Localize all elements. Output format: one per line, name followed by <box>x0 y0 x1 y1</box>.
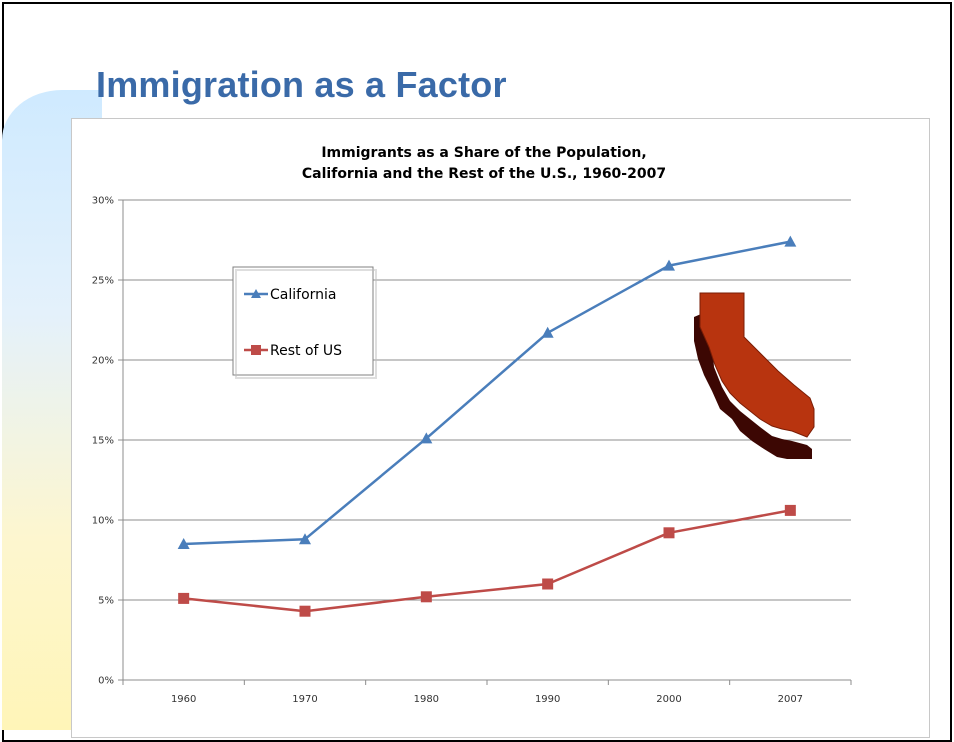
x-tick-label: 2007 <box>778 694 803 705</box>
chart-title-line-2: California and the Rest of the U.S., 196… <box>302 166 666 182</box>
data-point-california <box>299 533 311 545</box>
x-tick-label: 1980 <box>414 694 439 705</box>
chart-panel: Immigrants as a Share of the Population,… <box>71 118 930 738</box>
chart-legend: California Rest of US <box>232 266 377 379</box>
data-point-california <box>541 326 554 338</box>
x-tick-label: 1960 <box>171 694 196 705</box>
legend-label-california: California <box>270 287 336 303</box>
data-point-california <box>784 235 797 247</box>
data-point-rest-of-us <box>420 591 432 603</box>
y-tick-label: 0% <box>98 676 114 687</box>
data-point-rest-of-us <box>299 605 311 617</box>
data-point-rest-of-us <box>542 578 554 590</box>
line-chart: Immigrants as a Share of the Population,… <box>92 145 852 705</box>
data-point-california <box>420 432 433 444</box>
slide-title: Immigration as a Factor <box>96 64 507 105</box>
x-tick-label: 1970 <box>292 694 317 705</box>
series-line-california <box>183 240 791 546</box>
y-tick-label: 10% <box>92 516 114 527</box>
x-tick-label: 1990 <box>535 694 560 705</box>
y-tick-label: 15% <box>92 436 114 447</box>
legend-label-rest-of-us: Rest of US <box>270 343 342 359</box>
y-tick-label: 30% <box>92 196 114 207</box>
data-point-rest-of-us <box>663 527 675 539</box>
y-tick-label: 5% <box>98 596 114 607</box>
y-tick-label: 20% <box>92 356 114 367</box>
chart-title-line-1: Immigrants as a Share of the Population, <box>321 145 646 161</box>
data-point-california <box>663 259 675 271</box>
data-point-california <box>177 538 190 549</box>
x-tick-label: 2000 <box>656 694 681 705</box>
axes: 0% 5% 10% 15% 20% 25% 30% 1960 1970 1980 1990 2000 2… <box>92 196 852 705</box>
legend-marker-california <box>251 289 261 298</box>
y-tick-label: 25% <box>92 276 114 287</box>
legend-marker-rest-of-us <box>251 345 261 355</box>
california-map-icon <box>694 292 815 459</box>
series-group <box>177 235 797 617</box>
series-line-rest-of-us <box>183 509 791 613</box>
data-point-rest-of-us <box>178 592 190 604</box>
data-point-rest-of-us <box>784 504 796 516</box>
